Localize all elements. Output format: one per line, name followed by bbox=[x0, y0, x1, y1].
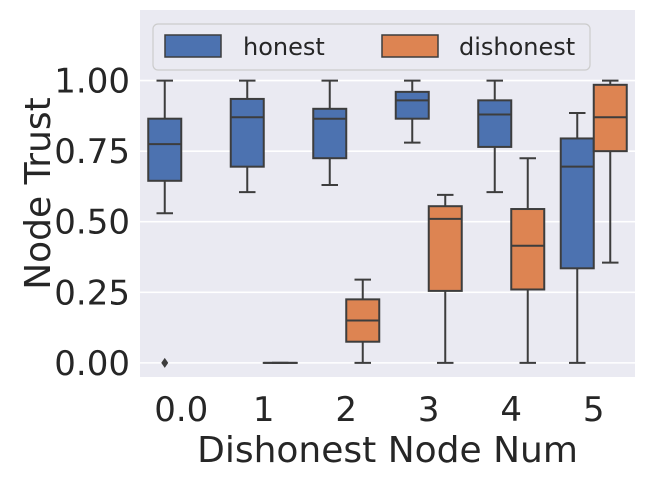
y-tick-label: 0.25 bbox=[54, 273, 130, 313]
box-iqr bbox=[477, 99, 513, 148]
box-honest-3 bbox=[394, 79, 430, 144]
box-iqr bbox=[510, 208, 546, 291]
box-iqr bbox=[427, 205, 463, 292]
legend: honest dishonest bbox=[152, 23, 591, 71]
plot-area bbox=[140, 10, 635, 377]
y-tick-label: 0.50 bbox=[54, 203, 130, 243]
box-iqr bbox=[229, 97, 265, 168]
x-axis-label: Dishonest Node Num bbox=[197, 430, 578, 471]
y-tick-label: 1.00 bbox=[54, 62, 130, 102]
box-iqr bbox=[147, 117, 183, 182]
box-dishonest-5 bbox=[592, 79, 628, 264]
gridlines bbox=[140, 79, 635, 364]
y-axis-label: Node Trust bbox=[18, 97, 59, 290]
box-honest-2 bbox=[312, 79, 348, 187]
legend-label-honest: honest bbox=[243, 33, 325, 61]
x-tick-labels: 0.0 1 2 3 4 5 bbox=[154, 390, 604, 430]
outlier-point bbox=[161, 357, 169, 368]
box-honest-1 bbox=[229, 79, 265, 194]
legend-frame bbox=[152, 23, 591, 71]
box-honest-4 bbox=[477, 79, 513, 194]
x-tick-label: 5 bbox=[583, 390, 605, 430]
y-tick-label: 0.75 bbox=[54, 132, 130, 172]
box-honest-5 bbox=[559, 112, 595, 364]
box-series bbox=[147, 79, 628, 368]
x-tick-label: 1 bbox=[253, 390, 275, 430]
x-tick-label: 0.0 bbox=[154, 390, 208, 430]
x-tick-label: 2 bbox=[335, 390, 357, 430]
box-dishonest-3 bbox=[427, 193, 463, 364]
box-iqr bbox=[394, 90, 430, 120]
y-tick-labels: 0.00 0.25 0.50 0.75 1.00 bbox=[54, 62, 130, 384]
x-tick-label: 4 bbox=[500, 390, 522, 430]
box-dishonest-2 bbox=[345, 278, 381, 364]
legend-swatch-dishonest bbox=[381, 34, 439, 58]
legend-label-dishonest: dishonest bbox=[459, 33, 575, 61]
box-iqr bbox=[312, 107, 348, 160]
box-iqr bbox=[559, 137, 595, 270]
legend-swatch-honest bbox=[164, 34, 222, 58]
box-honest-0.0 bbox=[147, 79, 183, 368]
box-dishonest-4 bbox=[510, 157, 546, 364]
y-tick-label: 0.00 bbox=[54, 344, 130, 384]
x-tick-label: 3 bbox=[418, 390, 440, 430]
